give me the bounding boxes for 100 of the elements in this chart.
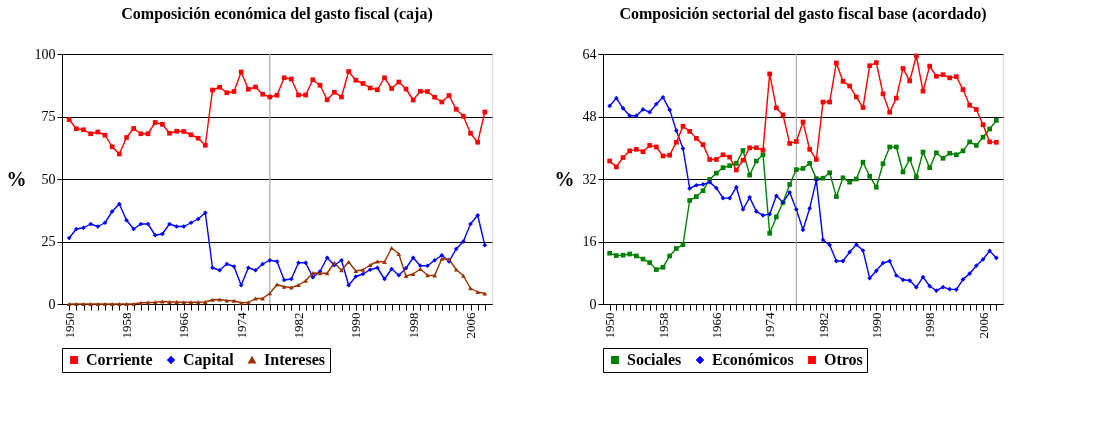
point <box>73 301 79 307</box>
point <box>673 128 679 133</box>
point <box>353 274 359 279</box>
point <box>174 224 180 229</box>
point <box>260 91 266 97</box>
point <box>633 253 639 259</box>
point <box>288 285 294 290</box>
point <box>131 226 137 232</box>
point <box>913 174 919 180</box>
point <box>145 300 151 305</box>
y-tick-label: 48 <box>582 109 597 124</box>
point <box>389 86 395 91</box>
point <box>953 152 959 158</box>
point <box>807 146 813 152</box>
point <box>116 301 122 307</box>
legend-label: Corriente <box>86 351 153 368</box>
point <box>167 299 172 305</box>
point <box>740 157 746 163</box>
point <box>281 75 287 81</box>
point <box>88 221 94 227</box>
point <box>296 92 301 98</box>
point <box>138 300 144 305</box>
point <box>867 63 873 69</box>
point <box>339 257 344 263</box>
legend-label: Intereses <box>264 351 326 368</box>
point <box>353 268 359 274</box>
point <box>813 157 819 162</box>
point <box>647 260 653 265</box>
y-axis-title: % <box>554 167 575 190</box>
point <box>647 109 653 115</box>
point <box>940 72 946 78</box>
point <box>274 92 280 98</box>
point <box>482 109 488 115</box>
x-tick-label: 1998 <box>405 312 421 339</box>
point <box>231 298 237 303</box>
point <box>987 139 993 145</box>
point <box>468 130 473 136</box>
point <box>102 220 108 226</box>
point <box>310 270 316 276</box>
point <box>747 195 753 200</box>
point <box>940 284 946 290</box>
point <box>439 252 445 258</box>
point <box>833 258 839 264</box>
point <box>893 95 899 101</box>
x-tick-label: 2006 <box>463 312 478 339</box>
point <box>81 301 86 307</box>
point <box>360 267 366 272</box>
point <box>253 267 258 273</box>
point <box>993 118 999 123</box>
point <box>73 226 79 232</box>
point <box>693 182 699 188</box>
legend-label: Otros <box>824 351 863 368</box>
point <box>410 271 416 277</box>
point <box>820 237 826 243</box>
point <box>953 74 959 79</box>
point <box>260 261 266 267</box>
point <box>827 99 833 105</box>
point <box>613 164 619 170</box>
point <box>317 82 323 88</box>
point <box>238 300 244 305</box>
point <box>202 299 208 305</box>
y-axis-title: % <box>6 167 27 190</box>
point <box>700 142 706 147</box>
point <box>303 92 309 98</box>
point <box>124 217 129 223</box>
point <box>66 235 72 241</box>
point <box>296 282 301 288</box>
point <box>159 299 165 304</box>
point <box>403 265 409 271</box>
point <box>131 301 137 307</box>
point <box>245 265 251 271</box>
point <box>95 224 101 229</box>
point <box>109 209 115 214</box>
point <box>787 141 793 146</box>
point <box>167 130 172 136</box>
point <box>653 267 659 272</box>
point <box>382 75 387 81</box>
point <box>374 259 380 264</box>
point <box>281 277 287 283</box>
point <box>339 94 344 100</box>
point <box>231 89 237 94</box>
point <box>346 282 352 288</box>
point <box>253 84 258 90</box>
point <box>224 298 230 303</box>
point <box>873 184 879 190</box>
point <box>396 251 402 257</box>
point <box>947 286 953 292</box>
point <box>807 205 813 211</box>
point <box>860 105 866 110</box>
point <box>793 139 799 144</box>
point <box>913 284 919 290</box>
point <box>460 239 466 244</box>
point <box>753 209 759 214</box>
y-tick-label: 16 <box>582 234 597 249</box>
point <box>627 148 633 154</box>
point <box>693 194 699 199</box>
point <box>827 242 833 248</box>
point <box>425 263 430 269</box>
point <box>840 79 846 84</box>
point <box>620 252 626 258</box>
